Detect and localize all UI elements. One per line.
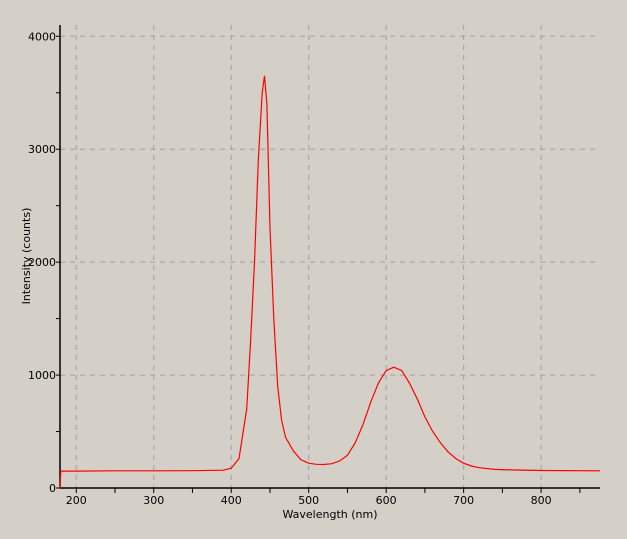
x-tick-label: 600	[376, 494, 397, 507]
axes	[56, 25, 600, 493]
x-tick-label: 500	[298, 494, 319, 507]
y-tick-label: 2000	[28, 256, 56, 269]
y-tick-label: 0	[49, 482, 56, 495]
x-tick-label: 200	[66, 494, 87, 507]
x-tick-label: 300	[143, 494, 164, 507]
x-tick-label: 700	[453, 494, 474, 507]
y-tick-label: 1000	[28, 369, 56, 382]
y-axis-label: Intensity (counts)	[20, 208, 33, 305]
x-tick-label: 800	[531, 494, 552, 507]
x-axis-label: Wavelength (nm)	[282, 508, 377, 521]
y-tick-label: 3000	[28, 143, 56, 156]
tick-labels: 200 300 400 500 600 700 800 0 1000 2000 3000 4000	[28, 30, 552, 507]
y-tick-label: 4000	[28, 30, 56, 43]
grid	[60, 25, 600, 488]
series-line	[59, 75, 601, 489]
x-tick-label: 400	[221, 494, 242, 507]
